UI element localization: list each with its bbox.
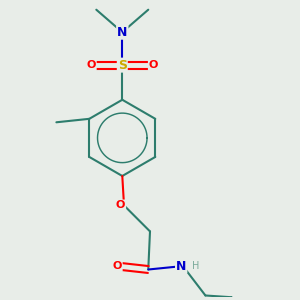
Text: O: O <box>116 200 125 210</box>
Text: H: H <box>192 261 200 271</box>
Text: N: N <box>117 26 128 39</box>
Text: S: S <box>118 58 127 72</box>
Text: O: O <box>86 60 96 70</box>
Text: O: O <box>149 60 158 70</box>
Text: N: N <box>176 260 186 272</box>
Text: O: O <box>112 261 122 271</box>
